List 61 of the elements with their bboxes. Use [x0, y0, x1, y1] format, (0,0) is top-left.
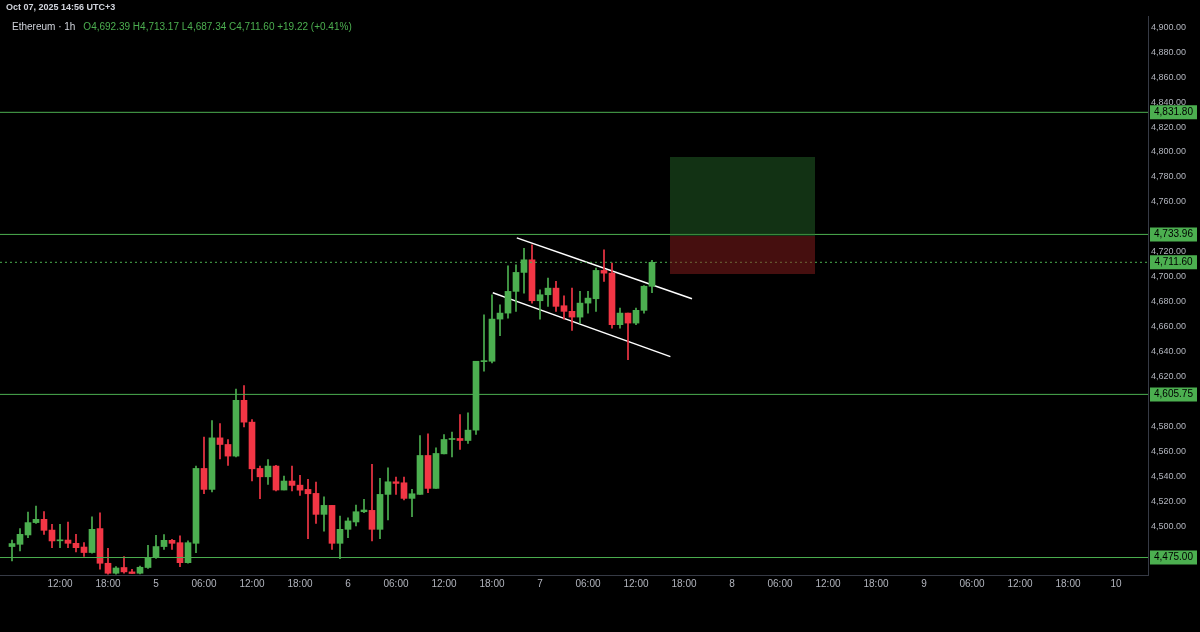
y-tick-label: 4,880.00 — [1151, 46, 1187, 57]
y-tick-label: 4,640.00 — [1151, 346, 1187, 357]
y-tick-label: 4,660.00 — [1151, 321, 1187, 332]
y-tick-label: 4,780.00 — [1151, 171, 1187, 182]
x-tick-label: 18:00 — [287, 577, 313, 589]
y-tick-label: 4,860.00 — [1151, 71, 1187, 82]
x-tick-label: 18:00 — [95, 577, 121, 589]
annotation: O4,692.39 H4,713.17 L4,687.34 C4,711.60 +19.22 (+0.41%) — [83, 20, 352, 32]
x-tick-label: 12:00 — [815, 577, 841, 589]
y-tick-label: 4,820.00 — [1151, 121, 1187, 132]
y-tick-label: 4,900.00 — [1151, 21, 1187, 32]
x-tick-label: 06:00 — [959, 577, 985, 589]
x-tick-label: 18:00 — [1055, 577, 1081, 589]
x-tick-label: 9 — [921, 577, 928, 589]
candlestick — [56, 524, 64, 548]
x-tick-label: 5 — [153, 577, 160, 589]
x-tick-label: 12:00 — [623, 577, 649, 589]
x-tick-label: 12:00 — [47, 577, 73, 589]
y-tick-label: 4,680.00 — [1151, 296, 1187, 307]
y-tick-label: 4,560.00 — [1151, 445, 1187, 456]
candlestick — [480, 314, 488, 372]
x-tick-label: 12:00 — [431, 577, 457, 589]
y-tick-label: 4,520.00 — [1151, 495, 1187, 506]
x-tick-label: 18:00 — [863, 577, 889, 589]
text: Ethereum · 1h — [12, 20, 76, 32]
candlestick — [536, 289, 544, 320]
y-tick-label: 4,840.00 — [1151, 96, 1187, 107]
y-tick-label: 4,760.00 — [1151, 196, 1187, 207]
candlestick — [408, 489, 416, 518]
x-tick-label: 10 — [1110, 577, 1122, 589]
y-tick-label: 4,500.00 — [1151, 520, 1187, 531]
x-tick-label: 12:00 — [239, 577, 265, 589]
candlestick — [32, 505, 40, 524]
ref-line-label: 4,733.96 — [1154, 228, 1194, 240]
x-tick-label: 06:00 — [383, 577, 409, 589]
x-tick-label: 06:00 — [575, 577, 601, 589]
x-tick-label: 06:00 — [767, 577, 793, 589]
y-tick-label: 4,540.00 — [1151, 470, 1187, 481]
x-tick-label: 6 — [345, 577, 352, 589]
candlestick — [64, 521, 72, 548]
y-tick-label: 4,800.00 — [1151, 146, 1187, 157]
candlestick — [448, 431, 456, 458]
x-tick-label: 18:00 — [479, 577, 505, 589]
x-tick-label: 12:00 — [1007, 577, 1033, 589]
text: Oct 07, 2025 14:56 UTC+3 — [6, 2, 116, 13]
candlestick — [456, 414, 464, 450]
candlestick — [392, 476, 400, 495]
ref-line-label: 4,711.60 — [1154, 256, 1194, 268]
x-tick-label: 06:00 — [191, 577, 217, 589]
x-tick-label: 7 — [537, 577, 544, 589]
ref-line-label: 4,831.80 — [1154, 106, 1194, 118]
candlestick — [304, 479, 312, 540]
x-tick-label: 8 — [729, 577, 736, 589]
ref-line-label: 4,475.00 — [1154, 551, 1194, 563]
y-tick-label: 4,620.00 — [1151, 371, 1187, 382]
y-tick-label: 4,580.00 — [1151, 421, 1187, 431]
y-tick-label: 4,700.00 — [1151, 271, 1187, 282]
candlestick — [288, 465, 296, 492]
ref-line-label: 4,605.75 — [1154, 388, 1194, 400]
x-tick-label: 18:00 — [671, 577, 697, 589]
y-tick-label: 4,720.00 — [1151, 246, 1187, 257]
